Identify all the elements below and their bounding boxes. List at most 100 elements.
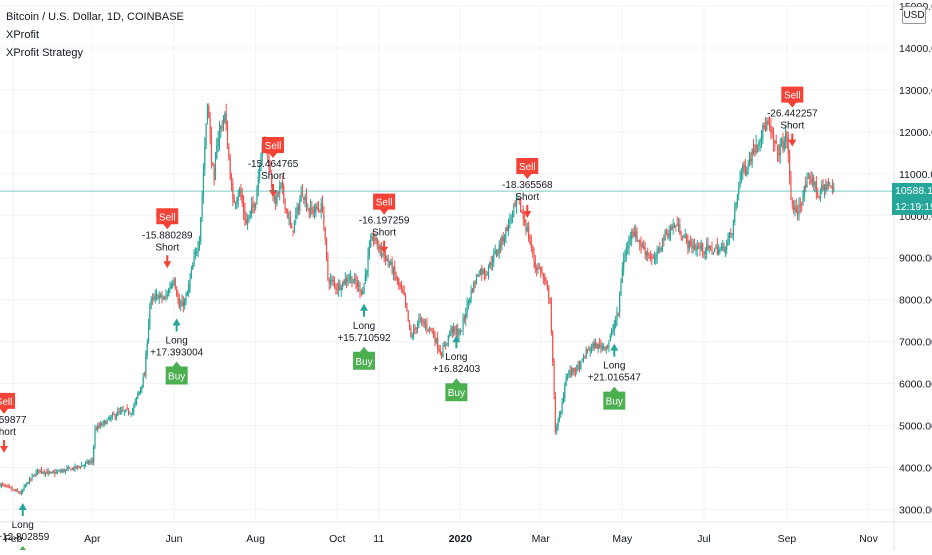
candle-body (473, 281, 475, 293)
candle-body (801, 203, 803, 205)
signal-pnl: +15.710592 (337, 333, 391, 344)
candle-body (585, 349, 587, 359)
candle-body (28, 478, 31, 485)
strategy-name[interactable]: XProfit Strategy (6, 47, 84, 59)
candle-body (404, 293, 407, 304)
candle-body (291, 225, 293, 229)
symbol-title[interactable]: Bitcoin / U.S. Dollar, 1D, COINBASE (6, 11, 184, 23)
candle-body (16, 489, 18, 492)
candle-body (62, 469, 64, 472)
candle-body (499, 245, 502, 247)
candle-body (410, 328, 412, 337)
candle-body (35, 471, 37, 476)
candle-body (759, 140, 761, 142)
candle-body (507, 220, 510, 231)
candle-body (358, 284, 360, 286)
candle-body (170, 284, 172, 289)
sell-badge (0, 392, 16, 414)
candle-body (455, 329, 457, 331)
candle-body (251, 205, 253, 213)
candle-body (323, 212, 325, 226)
candle-body (787, 137, 789, 154)
candle-body (6, 485, 8, 487)
candle-body (633, 231, 635, 237)
buy-signal: Long+16.82403 Buy (433, 335, 481, 402)
candle-body (154, 295, 156, 300)
chart-legend: Bitcoin / U.S. Dollar, 1D, COINBASE XPro… (6, 8, 184, 62)
candle-body (157, 295, 159, 300)
candle-body (139, 387, 142, 392)
candle-body (284, 198, 286, 209)
candle-body (106, 419, 108, 424)
time-axis[interactable]: Feb Apr Jun Aug Oct 11 2020 Mar May Jul Sep Nov (0, 521, 932, 545)
candle-body (95, 429, 97, 431)
candle-body (350, 276, 352, 279)
candle-body (117, 411, 119, 416)
sell-signal: Short-18.365568 Sell (502, 157, 553, 218)
candle-body (213, 165, 215, 181)
candle-body (572, 367, 574, 373)
candle-body (234, 202, 237, 205)
signal-pnl: -18.365568 (502, 180, 553, 191)
candle-body (593, 342, 595, 349)
candle-body (600, 344, 602, 348)
candle-body (746, 170, 748, 175)
candle-body (146, 342, 148, 355)
candle-body (557, 419, 559, 428)
candle-body (809, 176, 811, 178)
currency-selector[interactable]: USD (902, 6, 926, 24)
candle-body (617, 312, 619, 314)
candle-body (538, 267, 540, 269)
candle-body (129, 413, 131, 415)
candle-body (734, 210, 736, 223)
candle-body (336, 288, 338, 290)
candle-body (465, 314, 467, 320)
candle-body (606, 345, 609, 348)
candle-body (70, 468, 72, 471)
candle-body (67, 467, 69, 470)
candle-body (751, 148, 753, 163)
candle-body (727, 236, 729, 243)
candle-body (109, 418, 111, 420)
candle-body (771, 131, 773, 133)
candle-body (23, 486, 25, 491)
candle-body (82, 465, 84, 467)
price-tick-label: 6000.00 (899, 379, 932, 391)
candle-body (271, 173, 273, 187)
candle-body (755, 144, 757, 153)
candle-body (131, 411, 134, 413)
candle-body (414, 328, 416, 330)
candle-body (344, 278, 346, 285)
candle-body (244, 210, 246, 221)
candle-body (791, 200, 793, 204)
candle-body (598, 342, 601, 345)
indicator-name[interactable]: XProfit (6, 29, 40, 41)
candle-body (319, 211, 321, 213)
candle-body (515, 198, 518, 206)
candle-body (441, 352, 443, 358)
candle-body (433, 331, 435, 337)
candle-body (474, 282, 476, 284)
candle-body (39, 469, 41, 471)
candle-body (214, 159, 217, 180)
candle-body (502, 237, 504, 242)
candle-body (553, 361, 555, 396)
candle-body (119, 410, 122, 413)
signal-side: Short (780, 121, 804, 132)
candle-body (552, 332, 554, 363)
candle-body (813, 177, 815, 185)
sell-signal: Short-16.197259 Sell (359, 193, 410, 254)
candle-body (26, 482, 28, 485)
signal-pnl: +17.393004 (150, 347, 204, 358)
candle-body (300, 193, 302, 202)
candle-body (368, 245, 370, 256)
candle-body (206, 104, 209, 122)
candle-body (137, 394, 139, 398)
candle-body (241, 195, 243, 204)
candle-body (304, 197, 306, 200)
candle-body (297, 207, 300, 211)
candle-body (115, 415, 118, 419)
price-tick-label: 13000.00 (899, 85, 932, 97)
